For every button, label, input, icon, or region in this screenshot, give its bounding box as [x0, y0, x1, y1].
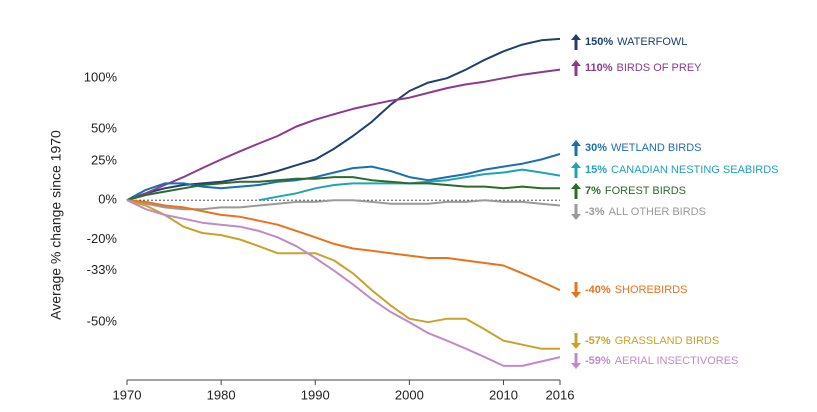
legend-name: FOREST BIRDS [605, 185, 686, 197]
end-value: 15% [585, 164, 607, 176]
legend-name: BIRDS OF PREY [617, 62, 703, 74]
y-tick-label: 50% [91, 120, 117, 135]
trend-arrow [571, 60, 581, 76]
y-tick-label: 25% [91, 152, 117, 167]
x-tick-label: 2010 [489, 387, 518, 402]
trend-arrow [571, 204, 581, 220]
series-line [126, 68, 561, 202]
trend-arrow [571, 183, 581, 199]
end-value: 150% [585, 36, 613, 48]
legend-name: GRASSLAND BIRDS [615, 335, 720, 347]
trend-arrow [571, 353, 581, 369]
end-value: -57% [585, 335, 611, 347]
legend-name: AERIAL INSECTIVORES [615, 355, 739, 367]
series-label: 150% WATERFOWL [585, 36, 687, 48]
trend-arrow [571, 333, 581, 349]
legend-name: WETLAND BIRDS [611, 142, 701, 154]
series-label: -57% GRASSLAND BIRDS [585, 335, 719, 347]
legend-name: WATERFOWL [617, 36, 687, 48]
end-value: -3% [585, 206, 605, 218]
series-line [126, 199, 560, 350]
legend-name: CANADIAN NESTING SEABIRDS [611, 164, 778, 176]
legend-name: SHOREBIRDS [615, 284, 688, 296]
x-tick-label: 2000 [395, 387, 424, 402]
x-tick-label: 1970 [113, 387, 142, 402]
y-tick-label: 0% [98, 192, 117, 207]
series-label: 7% FOREST BIRDS [585, 185, 686, 197]
x-tick-label: 2016 [546, 387, 575, 402]
series-label: -59% AERIAL INSECTIVORES [585, 355, 738, 367]
x-tick-label: 1980 [207, 387, 236, 402]
series-label: -3% ALL OTHER BIRDS [585, 206, 706, 218]
end-value: 30% [585, 142, 607, 154]
series-label: 30% WETLAND BIRDS [585, 142, 702, 154]
end-value: 110% [585, 62, 613, 74]
x-tick-label: 1990 [301, 387, 330, 402]
y-tick-label: 100% [84, 70, 118, 85]
series-label: -40% SHOREBIRDS [585, 284, 687, 296]
series-line [126, 199, 561, 367]
series-label: 110% BIRDS OF PREY [585, 62, 702, 74]
trend-arrow [571, 140, 581, 156]
series-line [126, 176, 560, 202]
series-line [126, 37, 561, 202]
end-value: -40% [585, 284, 611, 296]
end-value: 7% [585, 185, 601, 197]
trend-arrow [571, 282, 581, 298]
y-axis-label: Average % change since 1970 [48, 130, 64, 320]
series-line [126, 199, 561, 292]
series-line [258, 168, 561, 202]
trend-arrow [571, 34, 581, 50]
y-tick-label: -20% [87, 231, 118, 246]
legend-name: ALL OTHER BIRDS [609, 206, 706, 218]
y-tick-label: -33% [87, 262, 118, 277]
trend-arrow [571, 162, 581, 178]
y-tick-label: -50% [87, 314, 118, 329]
series-line [126, 199, 561, 211]
series-label: 15% CANADIAN NESTING SEABIRDS [585, 164, 779, 176]
end-value: -59% [585, 355, 611, 367]
